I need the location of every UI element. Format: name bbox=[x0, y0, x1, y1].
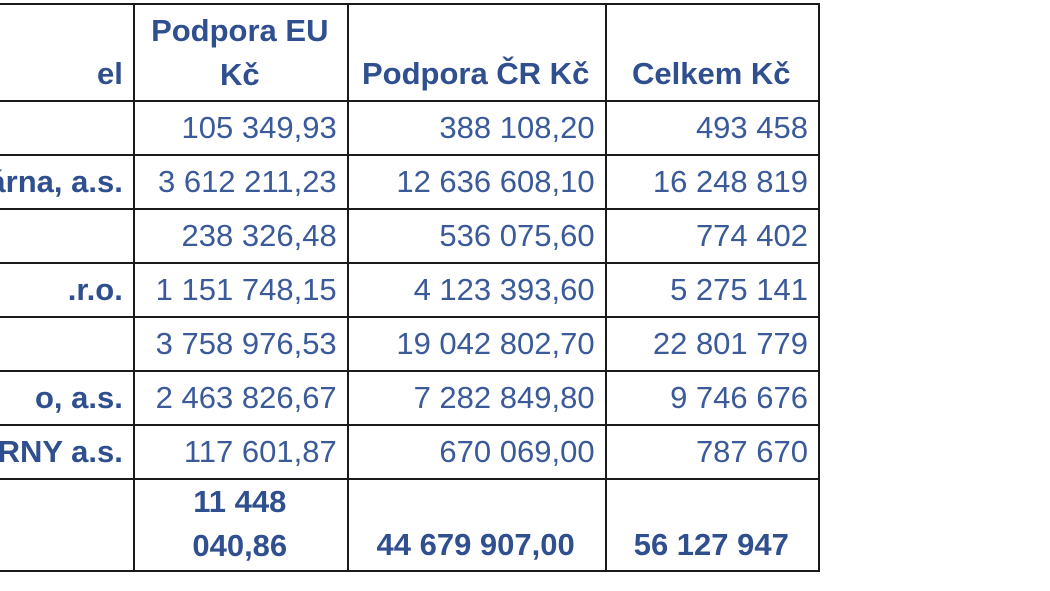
cr-cell: 19 042 802,70 bbox=[346, 316, 607, 372]
total-sum-cell: 56 127 947 bbox=[604, 478, 821, 572]
header-row: el Podpora EU Kč Podpora ČR Kč Celkem Kč bbox=[0, 3, 821, 102]
recipient-cell: o, a.s. bbox=[0, 370, 135, 426]
totals-row: 11 448 040,86 44 679 907,00 56 127 947 bbox=[0, 478, 821, 572]
eu-cell: 117 601,87 bbox=[132, 424, 349, 480]
eu-cell: 2 463 826,67 bbox=[132, 370, 349, 426]
totals-label-cell bbox=[0, 478, 135, 572]
subsidy-table: el Podpora EU Kč Podpora ČR Kč Celkem Kč… bbox=[0, 3, 821, 572]
table-row: ÁRNY a.s. 117 601,87 670 069,00 787 670 bbox=[0, 424, 821, 480]
cr-cell: 12 636 608,10 bbox=[346, 154, 607, 210]
table-row: 105 349,93 388 108,20 493 458 bbox=[0, 100, 821, 156]
total-cell: 774 402 bbox=[604, 208, 821, 264]
recipient-cell bbox=[0, 100, 135, 156]
total-cell: 787 670 bbox=[604, 424, 821, 480]
recipient-cell: ekárna, a.s. bbox=[0, 154, 135, 210]
total-cell: 16 248 819 bbox=[604, 154, 821, 210]
table-row: 238 326,48 536 075,60 774 402 bbox=[0, 208, 821, 264]
table-row: .r.o. 1 151 748,15 4 123 393,60 5 275 14… bbox=[0, 262, 821, 318]
total-cell: 9 746 676 bbox=[604, 370, 821, 426]
cr-cell: 388 108,20 bbox=[346, 100, 607, 156]
cr-cell: 7 282 849,80 bbox=[346, 370, 607, 426]
header-total: Celkem Kč bbox=[604, 3, 821, 102]
table-row: 3 758 976,53 19 042 802,70 22 801 779 bbox=[0, 316, 821, 372]
total-cell: 5 275 141 bbox=[604, 262, 821, 318]
header-recipient: el bbox=[0, 3, 135, 102]
recipient-cell bbox=[0, 208, 135, 264]
cr-cell: 670 069,00 bbox=[346, 424, 607, 480]
eu-cell: 3 612 211,23 bbox=[132, 154, 349, 210]
header-cr-support: Podpora ČR Kč bbox=[346, 3, 607, 102]
eu-cell: 105 349,93 bbox=[132, 100, 349, 156]
table-row: ekárna, a.s. 3 612 211,23 12 636 608,10 … bbox=[0, 154, 821, 210]
recipient-cell: ÁRNY a.s. bbox=[0, 424, 135, 480]
total-eu-cell: 11 448 040,86 bbox=[132, 478, 349, 572]
table-row: o, a.s. 2 463 826,67 7 282 849,80 9 746 … bbox=[0, 370, 821, 426]
recipient-cell: .r.o. bbox=[0, 262, 135, 318]
total-cr-cell: 44 679 907,00 bbox=[346, 478, 607, 572]
cr-cell: 4 123 393,60 bbox=[346, 262, 607, 318]
eu-cell: 3 758 976,53 bbox=[132, 316, 349, 372]
header-eu-support: Podpora EU Kč bbox=[132, 3, 349, 102]
total-cell: 22 801 779 bbox=[604, 316, 821, 372]
total-cell: 493 458 bbox=[604, 100, 821, 156]
eu-cell: 238 326,48 bbox=[132, 208, 349, 264]
recipient-cell bbox=[0, 316, 135, 372]
cr-cell: 536 075,60 bbox=[346, 208, 607, 264]
eu-cell: 1 151 748,15 bbox=[132, 262, 349, 318]
